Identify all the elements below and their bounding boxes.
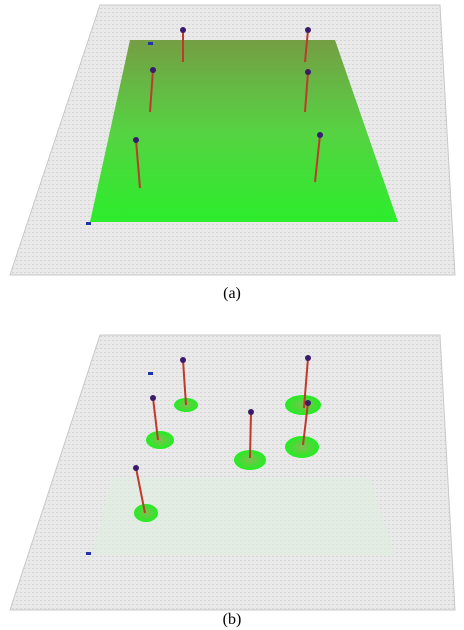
antenna [304,29,309,63]
antenna [303,357,309,409]
antenna-top [305,355,311,361]
antenna-top [133,465,139,471]
antenna-top [133,137,139,143]
antenna-top [305,400,311,406]
antenna [135,467,146,514]
marker [86,552,91,555]
antenna-top [305,69,311,75]
antenna-top [248,409,254,415]
antenna-tops [133,355,311,471]
antenna [135,139,141,189]
antenna [149,69,154,113]
antennas [135,29,321,189]
antennas [135,357,309,514]
antenna-top [150,67,156,73]
coverage-blobs [134,395,321,522]
antenna [249,411,252,459]
coverage-blob [285,395,321,415]
antenna-tops [133,27,323,143]
ground-plane [9,334,456,611]
antenna [304,71,309,113]
coverage-region [90,40,398,222]
coverage-blob [146,431,174,449]
marker [86,222,91,225]
coverage-blob [134,504,158,522]
coverage-blob [234,450,266,470]
coverage-blob [285,436,319,458]
marker [148,372,153,375]
caption: (b) [223,611,242,628]
panel-b: (b) [9,334,456,628]
antenna [314,134,321,183]
marker [148,42,153,45]
caption: (a) [223,285,241,302]
antenna [182,359,187,406]
weak-coverage [92,478,395,555]
antenna [152,397,159,441]
antenna-top [305,27,311,33]
panel-a: (a) [9,4,456,302]
antenna-top [180,27,186,33]
antenna [302,402,309,446]
antenna-top [150,395,156,401]
antenna-top [180,357,186,363]
antenna-top [317,132,323,138]
